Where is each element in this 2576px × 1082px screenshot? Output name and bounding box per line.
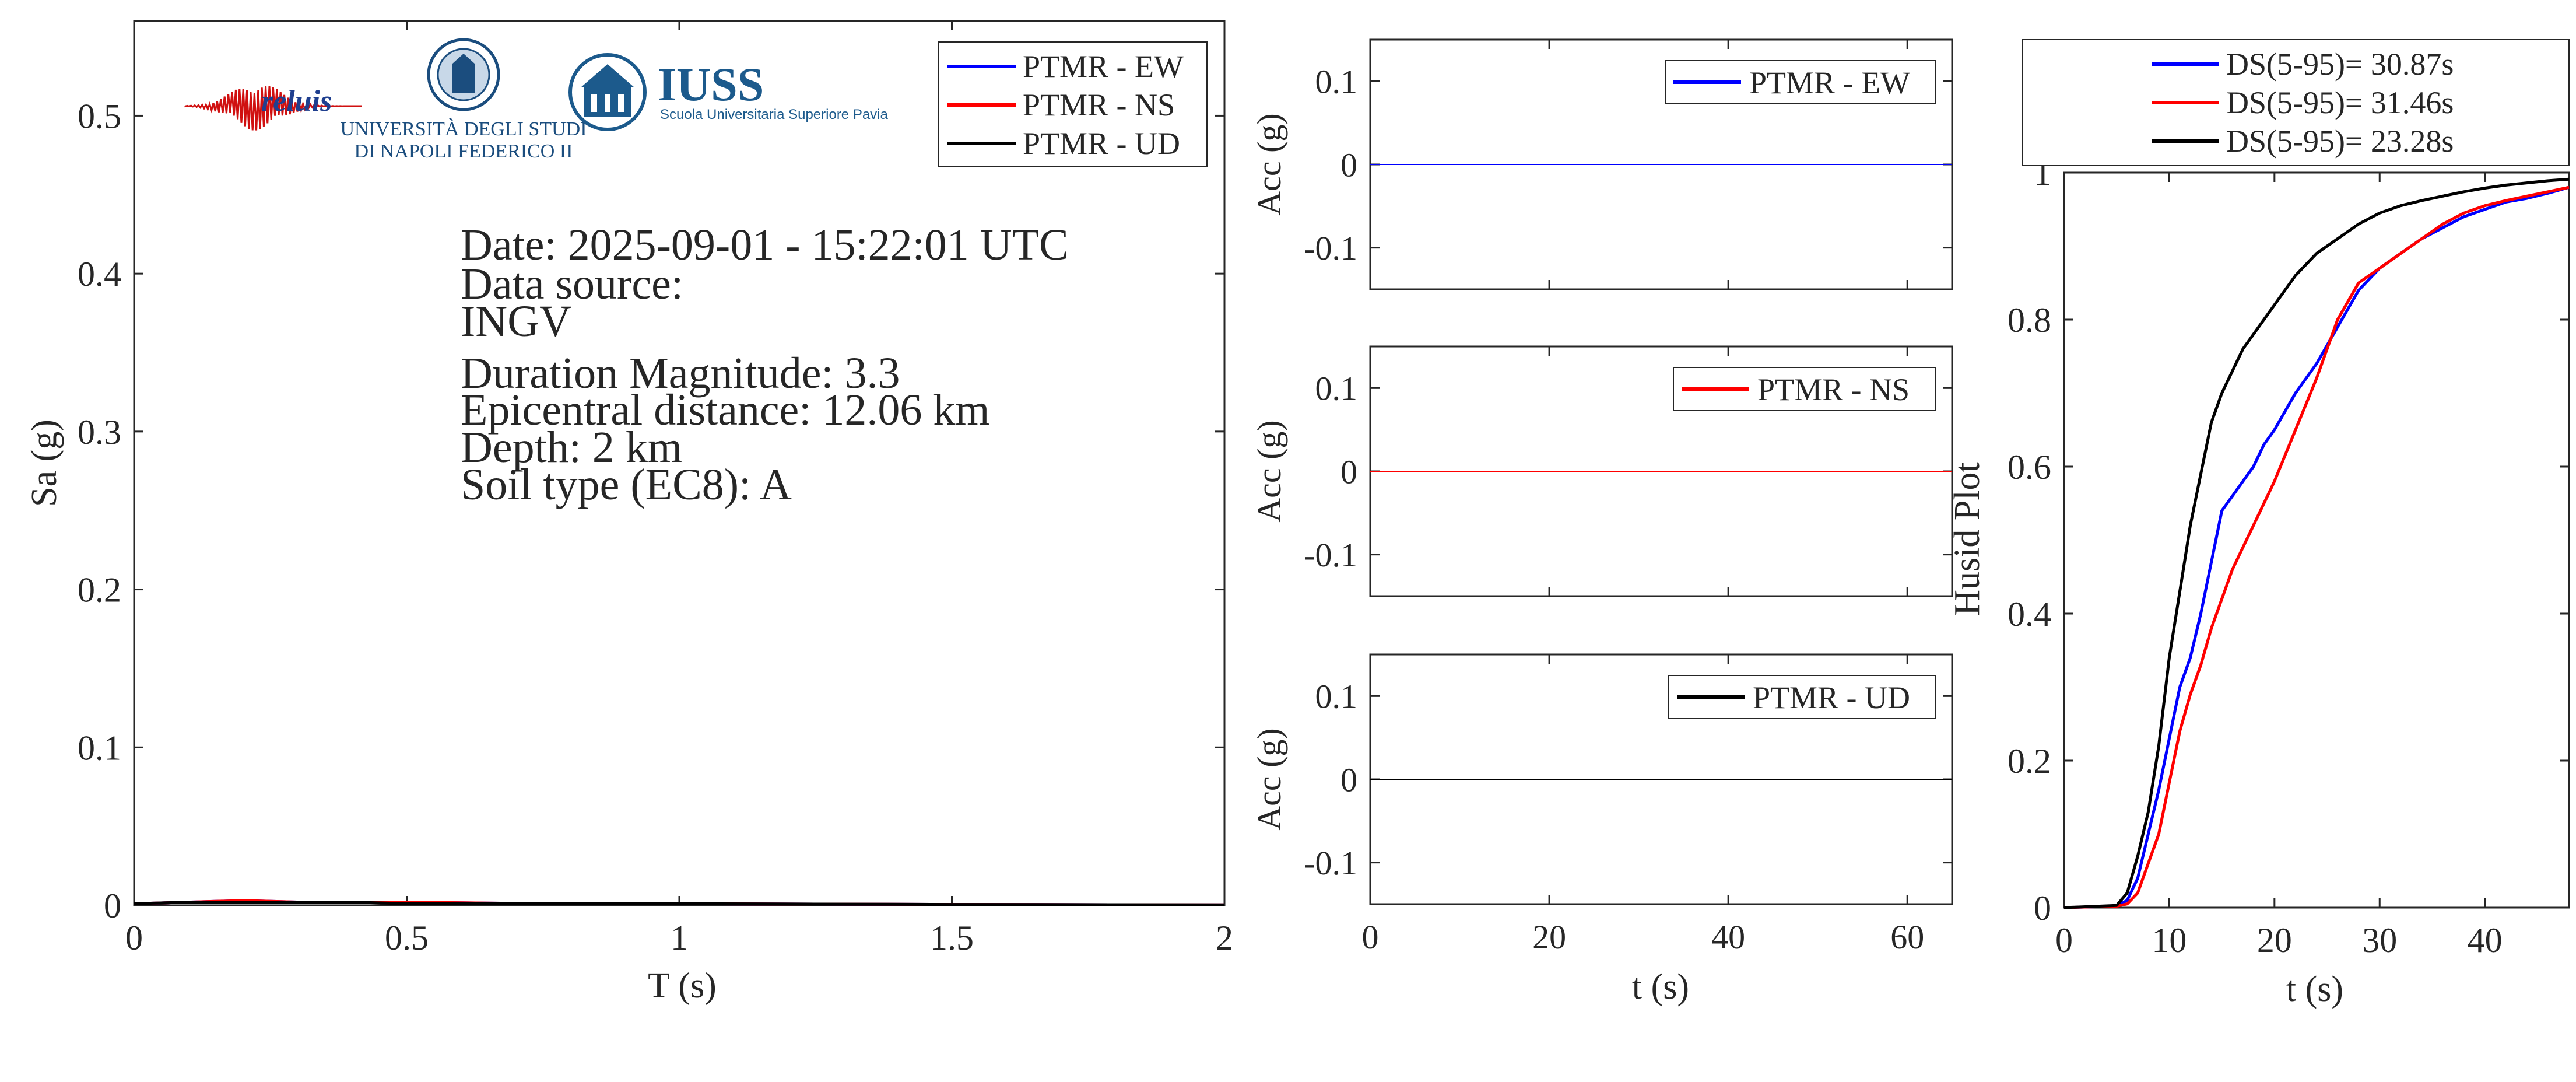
accel-ew-legend-label: PTMR - EW xyxy=(1749,65,1910,100)
spectrum-y-tick-label: 0.2 xyxy=(78,571,121,610)
event-data-source-value: INGV xyxy=(461,297,571,346)
unina-seal-icon xyxy=(427,38,500,111)
accel-ew-y-tick-label: 0 xyxy=(1340,146,1357,184)
husid-y-tick-label: 0 xyxy=(2034,889,2051,927)
husid-legend-ud-label: DS(5-95)= 23.28s xyxy=(2226,124,2454,159)
iuss-logo-name: IUSS xyxy=(658,58,764,111)
event-date: Date: 2025-09-01 - 15:22:01 UTC xyxy=(461,220,1069,269)
spectrum-x-axis-label: T (s) xyxy=(648,966,717,1006)
accel-ew-panel: 0.1 0 -0.1 Acc (g) PTMR - EW xyxy=(1250,38,1953,290)
husid-series-line-0 xyxy=(2063,185,2570,909)
accel-ew-y-tick-label: -0.1 xyxy=(1304,229,1357,267)
husid-x-tick-label: 20 xyxy=(2257,921,2292,960)
accel-ud-panel: 0 20 40 600.10-0.1 Acc (g) t (s) PTMR - UD xyxy=(1250,653,1953,1007)
accel-ns-y-tick-label: 0.1 xyxy=(1315,370,1358,408)
iuss-logo: IUSS Scuola Universitaria Superiore Pavi… xyxy=(568,53,889,131)
accel-ud-y-axis-label: Acc (g) xyxy=(1250,728,1288,831)
spectrum-y-tick-label: 0 xyxy=(104,887,121,925)
accel-ud-x-tick-label: 40 xyxy=(1711,918,1745,956)
accel-ns-legend-label: PTMR - NS xyxy=(1757,372,1910,407)
husid-legend-box xyxy=(2022,39,2570,166)
unina-logo-line1: UNIVERSITÀ DEGLI STUDI xyxy=(340,118,587,140)
iuss-emblem-roof xyxy=(581,64,634,87)
accel-ud-y-tick-label: 0.1 xyxy=(1315,678,1358,716)
spectrum-y-axis-label: Sa (g) xyxy=(24,419,64,507)
unina-logo: UNIVERSITÀ DEGLI STUDI DI NAPOLI FEDERIC… xyxy=(340,38,587,162)
accel-x-axis-label: t (s) xyxy=(1632,967,1689,1007)
husid-x-tick-label: 0 xyxy=(2055,921,2073,960)
accel-ud-y-tick-label: -0.1 xyxy=(1304,844,1357,882)
spectrum-panel: 0 0.5 1 1.5 2 0 0.1 0.2 0.3 0.4 0.5 T (s) Sa (g) r… xyxy=(24,20,1233,1006)
husid-x-axis-label: t (s) xyxy=(2286,969,2343,1009)
spectrum-y-tick-label: 0.5 xyxy=(78,97,121,135)
accel-ud-x-tick-label: 20 xyxy=(1532,918,1566,956)
accel-ew-y-axis-label: Acc (g) xyxy=(1250,113,1288,216)
legend-ns-label: PTMR - NS xyxy=(1023,87,1175,122)
reluis-logo: reluis xyxy=(184,85,362,131)
event-epicentral-distance: Epicentral distance: 12.06 km xyxy=(461,386,990,435)
spectrum-legend: PTMR - EW PTMR - NS PTMR - UD xyxy=(938,41,1208,167)
husid-y-tick-label: 0.4 xyxy=(2008,595,2051,633)
event-magnitude: Duration Magnitude: 3.3 xyxy=(461,349,900,398)
spectrum-x-tick-label: 1.5 xyxy=(930,919,974,957)
reluis-seismogram-icon xyxy=(184,86,362,131)
husid-x-tick-label: 10 xyxy=(2152,921,2187,960)
accel-ns-y-tick-label: 0 xyxy=(1340,453,1357,491)
husid-plot-area xyxy=(2063,171,2570,909)
unina-logo-line2: DI NAPOLI FEDERICO II xyxy=(355,141,573,162)
spectrum-y-tick-label: 0.4 xyxy=(78,255,121,293)
accel-ew-y-tick-label: 0.1 xyxy=(1315,63,1358,101)
reluis-logo-text: reluis xyxy=(261,85,332,118)
accel-ud-y-tick-label: 0 xyxy=(1340,761,1357,799)
accel-ns-y-axis-label: Acc (g) xyxy=(1250,420,1288,523)
spectrum-x-tick-label: 1 xyxy=(671,919,688,957)
accel-ns-y-tick-label: -0.1 xyxy=(1304,536,1357,574)
accel-ud-x-tick-label: 60 xyxy=(1890,918,1924,956)
iuss-logo-subtitle: Scuola Universitaria Superiore Pavia xyxy=(660,107,889,122)
iuss-emblem-icon xyxy=(568,53,647,131)
husid-y-tick-label: 0.2 xyxy=(2008,742,2051,780)
event-soil-type: Soil type (EC8): A xyxy=(461,460,792,509)
event-info: Date: 2025-09-01 - 15:22:01 UTC Data sou… xyxy=(461,220,1069,509)
husid-legend-ns-label: DS(5-95)= 31.46s xyxy=(2226,85,2454,120)
legend-ud-label: PTMR - UD xyxy=(1023,126,1180,161)
spectrum-plot-area xyxy=(133,20,1226,906)
spectrum-x-tick-label: 2 xyxy=(1216,919,1233,957)
accel-ud-legend-label: PTMR - UD xyxy=(1753,680,1910,715)
event-depth: Depth: 2 km xyxy=(461,423,682,472)
accel-ud-x-tick-label: 0 xyxy=(1362,918,1379,956)
spectrum-series-line-2 xyxy=(134,901,1225,906)
spectrum-y-tick-label: 0.1 xyxy=(78,729,121,767)
accel-ns-panel: 0.1 0 -0.1 Acc (g) PTMR - NS xyxy=(1250,345,1953,597)
husid-legend-ew-label: DS(5-95)= 30.87s xyxy=(2226,47,2454,82)
legend-ew-label: PTMR - EW xyxy=(1023,49,1184,84)
husid-y-tick-label: 0.6 xyxy=(2008,448,2051,486)
spectrum-y-tick-label: 0.3 xyxy=(78,413,121,451)
husid-y-tick-label: 0.8 xyxy=(2008,301,2051,339)
husid-x-tick-label: 40 xyxy=(2468,921,2503,960)
husid-y-axis-label: Husid Plot xyxy=(1947,462,1987,616)
spectrum-x-tick-label: 0 xyxy=(125,919,143,957)
husid-series-line-1 xyxy=(2063,185,2570,909)
unina-seal-figure xyxy=(452,54,475,93)
spectrum-x-tick-label: 0.5 xyxy=(385,919,429,957)
husid-series-line-2 xyxy=(2063,177,2570,909)
event-data-source-label: Data source: xyxy=(461,260,683,309)
husid-x-tick-label: 30 xyxy=(2362,921,2397,960)
